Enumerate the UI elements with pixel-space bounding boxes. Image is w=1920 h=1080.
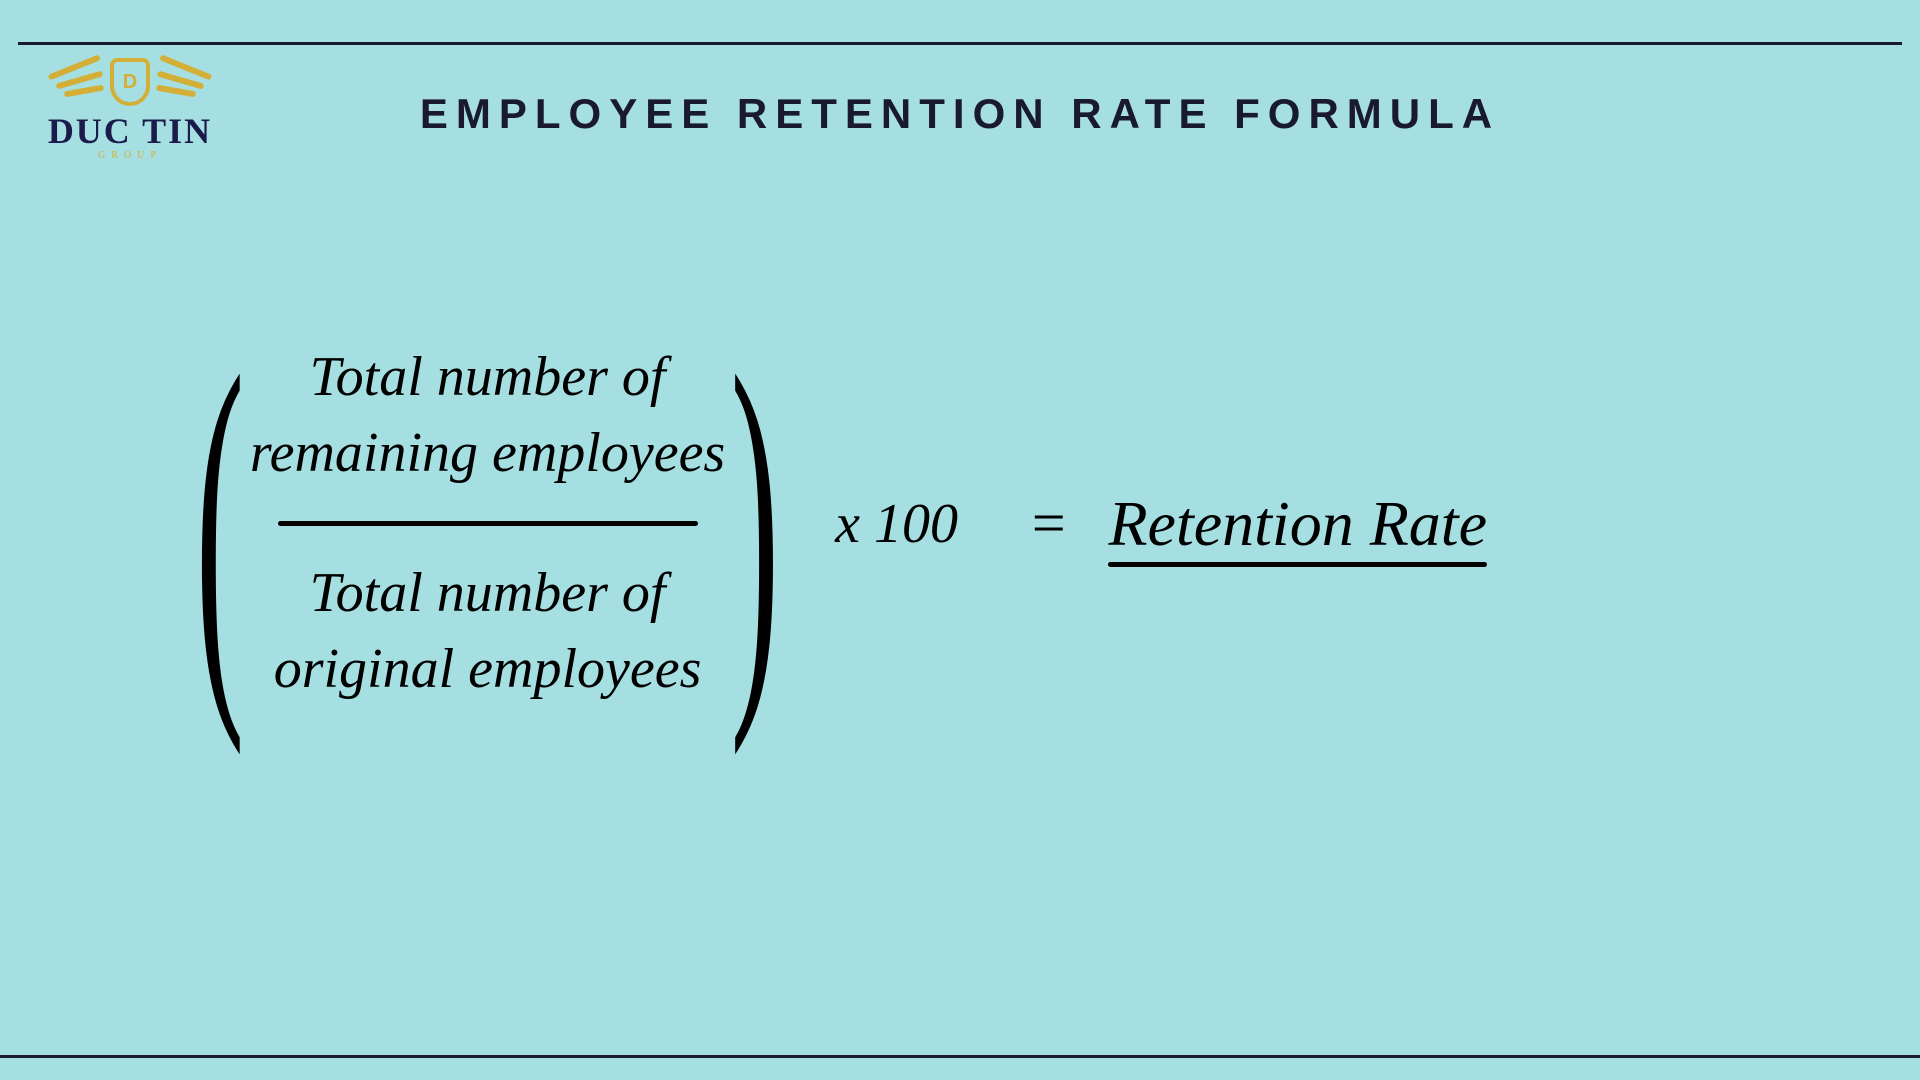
formula: ( Total number of remaining employees To… (150, 340, 1860, 707)
numerator-line2: remaining employees (250, 422, 725, 484)
paren-left: ( (195, 377, 244, 671)
numerator: Total number of remaining employees (250, 340, 725, 491)
top-border (18, 42, 1902, 45)
result-text: Retention Rate (1108, 488, 1487, 559)
multiplier: x 100 (835, 492, 958, 556)
paren-right: ) (731, 377, 780, 671)
result-wrap: Retention Rate (1108, 487, 1487, 561)
page-title: EMPLOYEE RETENTION RATE FORMULA (0, 90, 1920, 138)
fraction: Total number of remaining employees Tota… (250, 340, 725, 707)
denominator-line2: original employees (274, 638, 702, 700)
result-underline (1108, 562, 1487, 567)
fraction-bar (278, 521, 698, 526)
numerator-line1: Total number of (310, 346, 666, 408)
denominator-line1: Total number of (310, 562, 666, 624)
denominator: Total number of original employees (274, 556, 702, 707)
bottom-border (0, 1055, 1920, 1058)
equals-sign: = (1028, 489, 1069, 558)
